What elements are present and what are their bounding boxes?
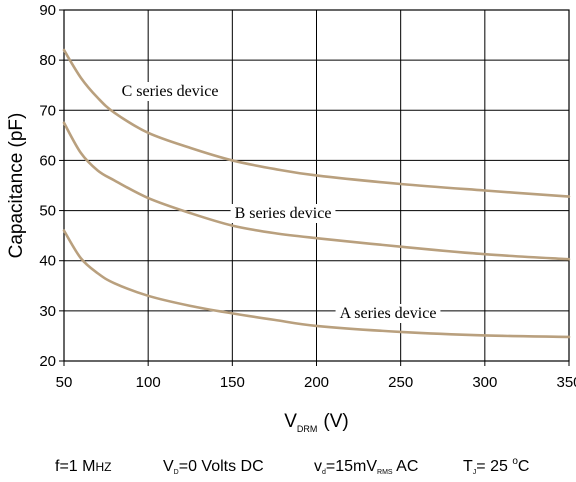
- x-tick-label: 50: [56, 374, 73, 391]
- condition-frequency: f=1 MHZ: [55, 458, 111, 475]
- x-tick-label: 300: [472, 374, 497, 391]
- series-label-text: A series device: [340, 305, 437, 322]
- x-axis-label-unit: (V): [323, 411, 348, 432]
- y-tick-label: 90: [39, 2, 56, 19]
- x-axis-label-sub: DRM: [297, 424, 318, 434]
- test-conditions: f=1 MHZ VD=0 Volts DC vd=15mVRMS AC TJ= …: [55, 456, 529, 476]
- y-tick-label: 30: [39, 303, 56, 320]
- series-label-a: A series device: [335, 304, 441, 323]
- x-tick-labels: 50 100 150 200 250 300 350: [56, 361, 576, 391]
- condition-vd-dc: VD=0 Volts DC: [163, 458, 264, 476]
- y-tick-label: 20: [39, 353, 56, 370]
- series-label-text: B series device: [235, 205, 332, 222]
- y-tick-label: 60: [39, 152, 56, 169]
- condition-vd-ac: vd=15mVRMS AC: [314, 458, 418, 476]
- x-tick-label: 100: [136, 374, 161, 391]
- x-axis-label-main: V: [284, 411, 297, 432]
- y-tick-label: 80: [39, 52, 56, 69]
- condition-tj: TJ= 25 oC: [463, 456, 529, 476]
- series-label-c: C series device: [117, 82, 223, 101]
- y-tick-label: 40: [39, 253, 56, 270]
- x-tick-label: 350: [556, 374, 576, 391]
- x-tick-label: 150: [220, 374, 245, 391]
- series-label-background: [117, 82, 223, 101]
- y-tick-label: 50: [39, 203, 56, 220]
- y-tick-labels: 20 30 40 50 60 70 80 90: [39, 2, 64, 370]
- series-line-a-series-device: [62, 229, 571, 339]
- series-line-b-series-device: [62, 121, 571, 261]
- series-labels: C series device B series device A series d…: [117, 82, 441, 323]
- series-label-background: [335, 304, 441, 323]
- series-line-c-series-device: [62, 48, 571, 198]
- series-lines: [62, 48, 571, 339]
- x-tick-label: 200: [304, 374, 329, 391]
- grid-lines: [64, 10, 569, 361]
- y-axis-label: Capacitance (pF): [6, 113, 27, 259]
- y-tick-label: 70: [39, 102, 56, 119]
- series-label-text: C series device: [122, 83, 219, 100]
- x-tick-label: 250: [388, 374, 413, 391]
- series-label-b: B series device: [230, 204, 336, 223]
- series-label-background: [230, 204, 336, 223]
- x-axis-label: VDRM (V): [284, 411, 349, 434]
